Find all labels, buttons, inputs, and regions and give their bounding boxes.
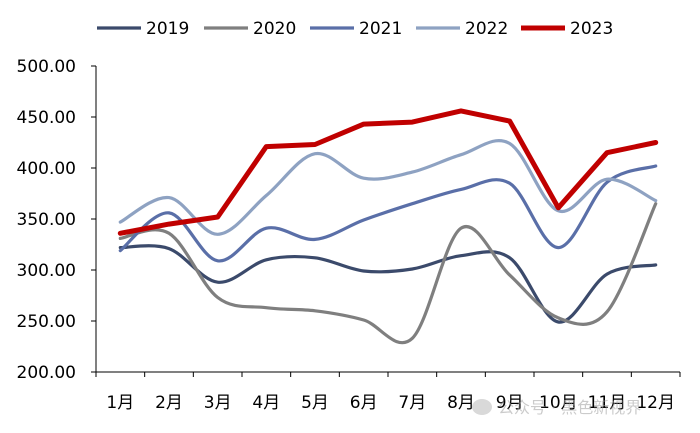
y-tick-label: 250.00 (17, 312, 76, 332)
x-tick-label: 9月 (496, 393, 524, 413)
x-tick-label: 6月 (350, 393, 378, 413)
x-tick-label: 12月 (636, 393, 675, 413)
series-line-2021 (118, 164, 658, 263)
y-tick-label: 450.00 (17, 108, 76, 128)
x-tick-label: 1月 (106, 393, 134, 413)
x-tick-label: 8月 (447, 393, 475, 413)
series-line-2023 (117, 108, 659, 236)
y-tick-label: 350.00 (17, 210, 76, 230)
x-tick-label: 3月 (204, 393, 232, 413)
plot-series (117, 108, 659, 345)
wechat-icon (472, 399, 492, 415)
series-line-2020 (118, 202, 658, 345)
y-axis: 200.00 250.00 300.00 350.00 400.00 450.00 500.… (17, 57, 97, 383)
series-line-2019 (118, 244, 658, 324)
legend-label-2019: 2019 (146, 19, 189, 39)
legend-label-2020: 2020 (253, 19, 296, 39)
x-tick-label: 2月 (155, 393, 183, 413)
series-line-2022 (118, 139, 658, 236)
y-tick-label: 500.00 (17, 57, 76, 77)
y-tick-label: 300.00 (17, 261, 76, 281)
legend-label-2022: 2022 (465, 19, 508, 39)
legend: 2019 2020 2021 2022 2023 (97, 19, 613, 39)
legend-label-2023: 2023 (570, 19, 613, 39)
x-tick-label: 7月 (398, 393, 426, 413)
x-tick-label: 5月 (301, 393, 329, 413)
y-tick-label: 200.00 (17, 363, 76, 383)
y-tick-label: 400.00 (17, 159, 76, 179)
legend-label-2021: 2021 (359, 19, 402, 39)
watermark: 公众号 · 黑色新视界 (472, 394, 641, 418)
x-tick-label: 10月 (539, 393, 578, 413)
x-axis: 1月 2月 3月 4月 5月 6月 7月 8月 9月 10月 11月 12月 (95, 371, 681, 413)
x-tick-label: 11月 (588, 393, 627, 413)
watermark-text: 公众号 · 黑色新视界 (498, 398, 642, 417)
x-tick-label: 4月 (252, 393, 280, 413)
